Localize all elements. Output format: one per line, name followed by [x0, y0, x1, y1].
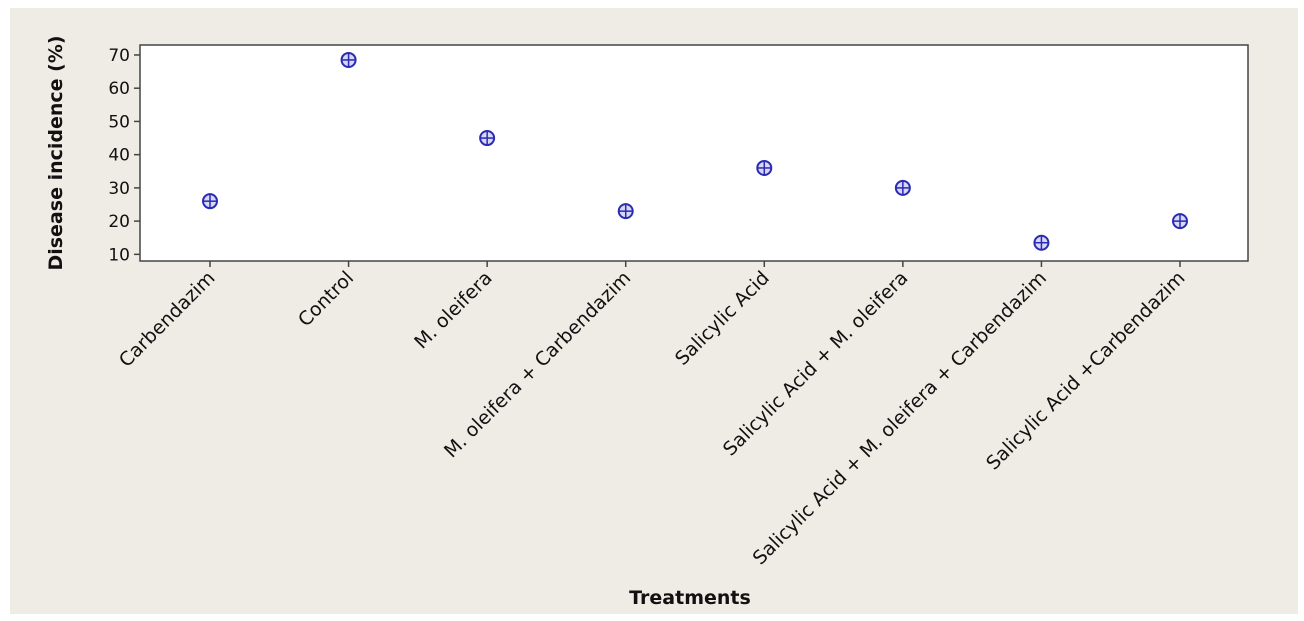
y-tick-label: 60 [108, 79, 130, 99]
y-axis: 10 20 30 40 50 60 70 [108, 46, 140, 265]
y-tick-label: 30 [108, 179, 130, 199]
data-point [894, 179, 911, 196]
y-tick-label: 20 [108, 212, 130, 232]
x-tick-label: M. oleifera [410, 267, 496, 353]
data-point [202, 193, 218, 210]
data-point [617, 203, 634, 220]
x-tick-label: Carbendazim [115, 267, 220, 372]
data-point [1033, 234, 1050, 251]
data-point [1172, 213, 1188, 230]
y-tick-label: 50 [108, 112, 130, 132]
data-points [202, 51, 1188, 251]
x-tick-label: Control [294, 267, 358, 331]
y-tick-label: 10 [108, 245, 130, 265]
plot-area [139, 44, 1249, 262]
x-axis-title: Treatments [629, 587, 751, 609]
x-tick-label: Salicylic Acid [671, 267, 774, 370]
data-point [756, 159, 773, 176]
y-tick-label: 40 [108, 146, 130, 166]
y-tick-label: 70 [108, 46, 130, 66]
y-axis-title: Disease incidence (%) [45, 35, 67, 270]
data-point [479, 130, 496, 147]
x-tick-label: Salicylic Acid + M. oleifera + Carbendaz… [749, 267, 1051, 569]
data-point [340, 51, 357, 68]
